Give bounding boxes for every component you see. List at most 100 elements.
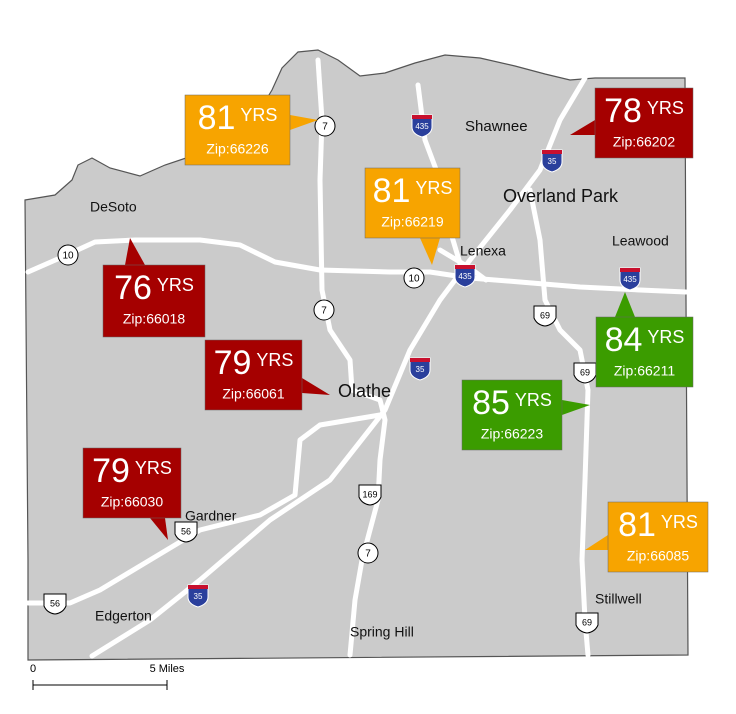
life-years: 84: [605, 321, 643, 359]
city-label: Lenexa: [460, 243, 506, 259]
callout-pointer: [585, 535, 608, 550]
scale-bar: [32, 680, 168, 690]
highway-shield: 69: [533, 305, 557, 327]
callout-box: [461, 379, 563, 451]
city-label: Stillwell: [595, 591, 642, 607]
highway-label: 435: [458, 272, 472, 281]
highway-label: 435: [623, 275, 637, 284]
zip-label: Zip:66030: [101, 494, 163, 510]
callout-value: 76 YRS: [114, 269, 194, 307]
zip-label: Zip:66202: [613, 134, 675, 150]
life-years: 76: [114, 269, 152, 307]
zip-callout: 81 YRS Zip:66085: [585, 501, 709, 573]
city-label: Spring Hill: [350, 624, 414, 640]
unit: YRS: [135, 458, 172, 478]
life-years: 81: [198, 99, 236, 137]
highway-shield: 435: [619, 267, 641, 291]
interstate-shield: [454, 264, 476, 288]
highway-shield: 7: [313, 299, 335, 321]
state-shield: [357, 542, 379, 564]
callout-value: 78 YRS: [604, 92, 684, 130]
callout-box: [102, 264, 206, 338]
us-shield: [43, 593, 67, 615]
interstate-band: [455, 265, 475, 269]
callout-box: [184, 94, 291, 166]
zip-callout: 79 YRS Zip:66030: [82, 447, 182, 540]
highway-shield: 69: [573, 362, 597, 384]
zip-label: Zip:66018: [123, 311, 185, 327]
unit: YRS: [647, 327, 684, 347]
callout-box: [204, 339, 303, 411]
highway-shield: 69: [575, 612, 599, 634]
us-shield: [358, 484, 382, 506]
highway-label: 169: [362, 489, 377, 499]
life-years: 81: [618, 506, 656, 544]
highway-label: 7: [321, 306, 327, 317]
highway-shield: 35: [187, 584, 209, 608]
highway-shield: 435: [454, 264, 476, 288]
zip-callout: 85 YRS Zip:66223: [461, 379, 590, 451]
callout-value: 79 YRS: [92, 452, 172, 490]
interstate-shield: [541, 149, 563, 173]
callout-value: 84 YRS: [605, 321, 685, 359]
callout-box: [364, 167, 461, 239]
state-shield: [57, 244, 79, 266]
highway-label: 69: [580, 367, 590, 377]
unit: YRS: [661, 512, 698, 532]
callout-pointer: [615, 292, 635, 317]
unit: YRS: [515, 390, 552, 410]
life-years: 78: [604, 92, 642, 130]
callout-value: 81 YRS: [373, 172, 453, 210]
zip-callout: 78 YRS Zip:66202: [570, 87, 694, 159]
highway-label: 10: [408, 274, 420, 285]
zip-label: Zip:66085: [627, 548, 689, 564]
callout-pointer: [420, 238, 440, 265]
highway-label: 35: [194, 592, 203, 601]
highway-shield: 35: [541, 149, 563, 173]
callout-pointer: [570, 120, 595, 135]
life-years: 85: [472, 384, 510, 422]
callout-box: [594, 87, 694, 159]
interstate-shield: [619, 267, 641, 291]
highway-label: 35: [416, 365, 425, 374]
highway-label: 56: [181, 526, 191, 536]
callout-pointer: [125, 238, 145, 265]
city-label: Olathe: [338, 381, 391, 401]
interstate-band: [410, 358, 430, 362]
unit: YRS: [157, 275, 194, 295]
unit: YRS: [647, 98, 684, 118]
unit: YRS: [240, 105, 277, 125]
callout-value: 81 YRS: [618, 506, 698, 544]
callout-pointer: [562, 400, 590, 415]
us-shield: [533, 305, 557, 327]
callout-pointer: [150, 518, 168, 540]
callout-value: 85 YRS: [472, 384, 552, 422]
highway-label: 69: [582, 617, 592, 627]
callout-pointer: [290, 115, 318, 130]
highway-label: 35: [548, 157, 557, 166]
state-shield: [403, 267, 425, 289]
us-shield: [573, 362, 597, 384]
highway-shield: 10: [403, 267, 425, 289]
unit: YRS: [415, 178, 452, 198]
highway-shield: 10: [57, 244, 79, 266]
us-shield: [575, 612, 599, 634]
highway-label: 56: [50, 598, 60, 608]
scale-label: 0: [30, 663, 36, 675]
zip-callout: 81 YRS Zip:66219: [364, 167, 461, 265]
highway-shield: 7: [357, 542, 379, 564]
state-shield: [313, 299, 335, 321]
county-boundary: [24, 49, 689, 661]
highway-label: 10: [62, 251, 74, 262]
highway-shield: 7: [314, 115, 336, 137]
interstate-shield: [409, 357, 431, 381]
life-years: 79: [214, 344, 252, 382]
us-shield: [174, 521, 198, 543]
callout-box: [595, 316, 694, 388]
zip-label: Zip:66061: [222, 386, 284, 402]
scale-label: 5 Miles: [150, 663, 185, 675]
zip-callout: 81 YRS Zip:66226: [184, 94, 318, 166]
zip-label: Zip:66219: [381, 214, 443, 230]
highway-label: 7: [322, 122, 328, 133]
